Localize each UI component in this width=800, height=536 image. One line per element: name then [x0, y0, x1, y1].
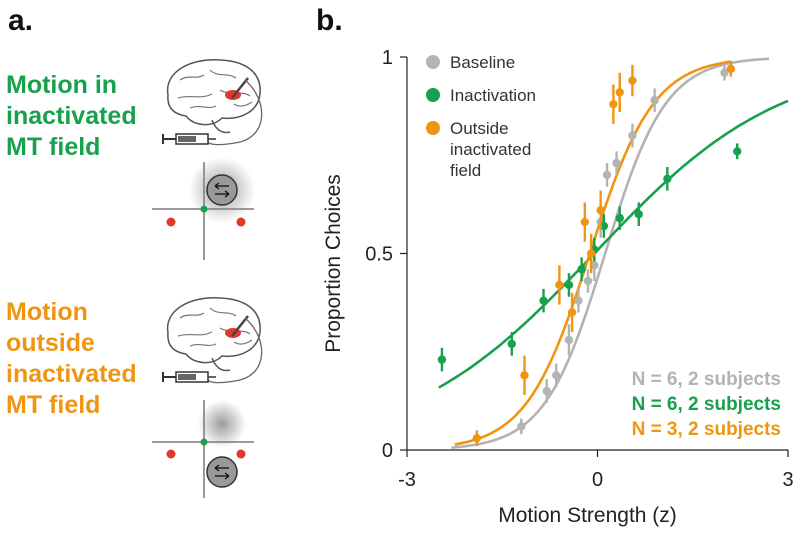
data-point: [552, 371, 561, 380]
choice-target-icon: [236, 449, 246, 459]
brain-icon: [166, 297, 263, 384]
legend-label: field: [450, 161, 481, 180]
inactivation-schematic-top: [152, 59, 263, 260]
panel-a-label: a.: [8, 4, 34, 37]
x-tick-label: 3: [782, 469, 793, 491]
data-point: [586, 249, 596, 258]
legend-label: Baseline: [450, 53, 515, 72]
motion-stimulus-icon: [206, 174, 238, 206]
fixation-point-icon: [200, 205, 208, 213]
sample-size-annotation: N = 3, 2 subjects: [632, 419, 781, 440]
data-point: [583, 276, 593, 286]
condition-line: inactivated: [6, 360, 137, 388]
legend-label: Inactivation: [450, 86, 536, 105]
condition-motion-outside-field: Motion outside inactivated MT field: [6, 297, 137, 421]
data-point: [650, 96, 659, 105]
legend-label: inactivated: [450, 140, 531, 159]
data-point: [615, 88, 624, 97]
data-point: [564, 280, 574, 290]
inactivation-schematic-bottom: [152, 297, 263, 498]
data-point: [612, 158, 621, 168]
data-point: [567, 308, 577, 317]
condition-line: MT field: [6, 391, 101, 419]
data-point: [507, 339, 516, 349]
visual-field-diagram: [152, 157, 255, 260]
y-tick-label: 0: [382, 440, 393, 462]
data-point: [628, 76, 637, 85]
x-tick-label: 0: [592, 469, 603, 491]
visual-field-diagram: [152, 400, 254, 498]
panel-b-label: b.: [316, 4, 343, 37]
condition-line: Motion: [6, 298, 88, 326]
condition-line: outside: [6, 329, 95, 357]
data-point: [542, 386, 551, 396]
data-point: [609, 99, 618, 109]
sample-size-annotation: N = 6, 2 subjects: [632, 394, 781, 415]
brain-icon: [166, 59, 263, 146]
data-point: [596, 206, 605, 215]
y-tick-label: 1: [382, 47, 393, 69]
legend-marker: [426, 88, 440, 102]
data-point: [539, 296, 548, 305]
data-point: [437, 355, 447, 364]
data-point: [726, 64, 736, 73]
x-axis-label: Motion Strength (z): [498, 504, 677, 527]
data-point: [564, 335, 574, 345]
data-point: [663, 174, 672, 184]
choice-target-icon: [166, 217, 176, 227]
condition-line: Motion in: [6, 71, 118, 99]
sample-size-annotation: N = 6, 2 subjects: [632, 369, 781, 390]
data-point: [615, 213, 624, 223]
data-point: [634, 210, 643, 219]
choice-target-icon: [236, 217, 246, 227]
x-tick-label: -3: [398, 469, 416, 491]
fit-curve: [438, 99, 789, 389]
data-point: [720, 68, 729, 77]
condition-line: MT field: [6, 133, 101, 161]
motion-stimulus-icon: [206, 456, 238, 488]
legend-marker: [426, 55, 440, 69]
data-point: [555, 280, 564, 290]
legend-label: Outside: [450, 119, 509, 138]
data-point: [602, 170, 612, 180]
data-point: [733, 147, 742, 156]
data-point: [517, 422, 526, 431]
data-point: [577, 265, 586, 274]
y-axis-label: Proportion Choices: [322, 174, 345, 353]
legend-marker: [426, 121, 440, 135]
data-point: [574, 296, 583, 305]
fit-curve: [454, 60, 731, 446]
condition-motion-in-field: Motion in inactivated MT field: [6, 70, 137, 163]
syringe-icon: [162, 133, 216, 145]
condition-line: inactivated: [6, 102, 137, 130]
data-point: [628, 131, 637, 140]
data-point: [580, 217, 589, 227]
y-tick-label: 0.5: [365, 244, 393, 266]
fixation-point-icon: [200, 438, 208, 446]
choice-target-icon: [166, 449, 176, 459]
syringe-icon: [162, 371, 216, 383]
data-point: [472, 434, 482, 443]
data-point: [520, 371, 529, 380]
